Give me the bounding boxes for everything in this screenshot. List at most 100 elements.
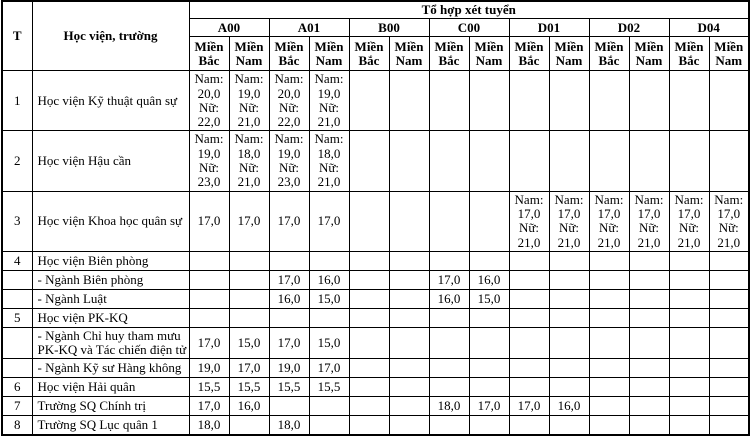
score-cell bbox=[228, 288, 270, 309]
col-header-region-south: Miền Nam bbox=[388, 36, 430, 72]
score-cell bbox=[428, 250, 470, 271]
col-header-school: Học viện, trường bbox=[31, 0, 190, 72]
score-cell bbox=[708, 130, 750, 192]
score-cell: Nam: 20,0 Nữ: 22,0 bbox=[188, 70, 230, 132]
score-cell: 15,0 bbox=[228, 326, 270, 360]
score-cell bbox=[588, 130, 630, 192]
score-cell: 19,0 bbox=[188, 358, 230, 379]
score-cell bbox=[428, 190, 470, 252]
table-row: - Ngành Luật 16,0 15,0 16,0 15,0 bbox=[1, 288, 750, 309]
score-cell bbox=[708, 288, 750, 309]
score-cell bbox=[708, 326, 750, 360]
score-cell bbox=[508, 130, 550, 192]
score-cell: 15,5 bbox=[188, 377, 230, 398]
score-cell bbox=[508, 358, 550, 379]
row-name: Học viện Hậu cần bbox=[31, 130, 190, 192]
score-cell: 17,0 bbox=[428, 269, 470, 290]
score-cell: 16,0 bbox=[468, 269, 510, 290]
row-name: - Ngành Chỉ huy tham mưu PK-KQ và Tác ch… bbox=[31, 326, 190, 360]
score-cell: Nam: 19,0 Nữ: 21,0 bbox=[308, 70, 350, 132]
score-cell bbox=[388, 307, 430, 328]
score-cell bbox=[588, 396, 630, 417]
score-cell: 17,0 bbox=[308, 358, 350, 379]
score-cell: 16,0 bbox=[308, 269, 350, 290]
score-cell bbox=[508, 288, 550, 309]
table-row: 3 Học viện Khoa học quân sự 17,0 17,0 17,0 17… bbox=[1, 190, 750, 252]
score-cell bbox=[348, 377, 390, 398]
score-cell bbox=[588, 326, 630, 360]
score-cell: 17,0 bbox=[268, 326, 310, 360]
score-cell bbox=[388, 190, 430, 252]
score-cell bbox=[708, 269, 750, 290]
col-header-region-south: Miền Nam bbox=[308, 36, 350, 72]
row-number: 7 bbox=[1, 396, 33, 417]
score-cell bbox=[548, 288, 590, 309]
score-cell bbox=[468, 250, 510, 271]
score-cell bbox=[628, 396, 670, 417]
score-cell: Nam: 19,0 Nữ: 23,0 bbox=[188, 130, 230, 192]
score-cell: Nam: 17,0 Nữ: 21,0 bbox=[548, 190, 590, 252]
col-header-region-south: Miền Nam bbox=[548, 36, 590, 72]
score-cell: 16,0 bbox=[428, 288, 470, 309]
score-cell bbox=[348, 288, 390, 309]
score-cell bbox=[548, 307, 590, 328]
score-cell bbox=[548, 326, 590, 360]
score-cell: 19,0 bbox=[268, 358, 310, 379]
row-number: 2 bbox=[1, 130, 33, 192]
score-cell bbox=[348, 190, 390, 252]
score-cell bbox=[548, 250, 590, 271]
score-cell bbox=[588, 288, 630, 309]
score-cell: 15,5 bbox=[268, 377, 310, 398]
score-cell: Nam: 17,0 Nữ: 21,0 bbox=[668, 190, 710, 252]
col-header-region-north: Miền Bắc bbox=[348, 36, 390, 72]
score-cell bbox=[548, 269, 590, 290]
score-cell bbox=[508, 377, 550, 398]
col-header-group: Tổ hợp xét tuyển bbox=[188, 0, 750, 20]
score-cell: Nam: 17,0 Nữ: 21,0 bbox=[588, 190, 630, 252]
header-row-blocks: A00 A01 B00 C00 D01 D02 D04 bbox=[2, 18, 750, 38]
col-header-region-north: Miền Bắc bbox=[668, 36, 710, 72]
score-cell: Nam: 19,0 Nữ: 21,0 bbox=[228, 70, 270, 132]
score-cell bbox=[388, 250, 430, 271]
row-number: 5 bbox=[1, 307, 33, 328]
score-cell bbox=[348, 307, 390, 328]
score-cell bbox=[228, 269, 270, 290]
score-cell: Nam: 17,0 Nữ: 21,0 bbox=[708, 190, 750, 252]
score-cell: 18,0 bbox=[428, 396, 470, 417]
col-header-block: A01 bbox=[268, 18, 350, 38]
row-number bbox=[1, 288, 33, 309]
score-cell bbox=[388, 396, 430, 417]
score-cell bbox=[628, 269, 670, 290]
score-cell bbox=[508, 307, 550, 328]
score-cell bbox=[588, 377, 630, 398]
score-cell bbox=[668, 130, 710, 192]
score-cell bbox=[268, 307, 310, 328]
score-cell: 17,0 bbox=[188, 396, 230, 417]
row-name: - Ngành Kỹ sư Hàng không bbox=[31, 358, 190, 379]
score-cell: Nam: 18,0 Nữ: 21,0 bbox=[228, 130, 270, 192]
score-cell bbox=[708, 70, 750, 132]
table-row: 4 Học viện Biên phòng bbox=[1, 250, 750, 271]
score-cell: Nam: 17,0 Nữ: 21,0 bbox=[628, 190, 670, 252]
score-cell bbox=[188, 250, 230, 271]
col-header-stt: T bbox=[1, 0, 33, 72]
score-cell bbox=[188, 269, 230, 290]
score-cell bbox=[668, 377, 710, 398]
score-cell bbox=[428, 358, 470, 379]
score-cell bbox=[268, 396, 310, 417]
table-row: - Ngành Chỉ huy tham mưu PK-KQ và Tác ch… bbox=[1, 326, 750, 360]
col-header-region-south: Miền Nam bbox=[708, 36, 750, 72]
col-header-region-north: Miền Bắc bbox=[188, 36, 230, 72]
col-header-block: C00 bbox=[428, 18, 510, 38]
score-cell bbox=[388, 269, 430, 290]
score-cell bbox=[708, 396, 750, 417]
score-cell bbox=[588, 250, 630, 271]
score-cell: 17,0 bbox=[268, 190, 310, 252]
score-cell: 15,5 bbox=[308, 377, 350, 398]
score-cell: Nam: 20,0 Nữ: 22,0 bbox=[268, 70, 310, 132]
score-cell bbox=[348, 250, 390, 271]
col-header-region-north: Miền Bắc bbox=[268, 36, 310, 72]
score-cell bbox=[668, 326, 710, 360]
score-cell bbox=[468, 326, 510, 360]
